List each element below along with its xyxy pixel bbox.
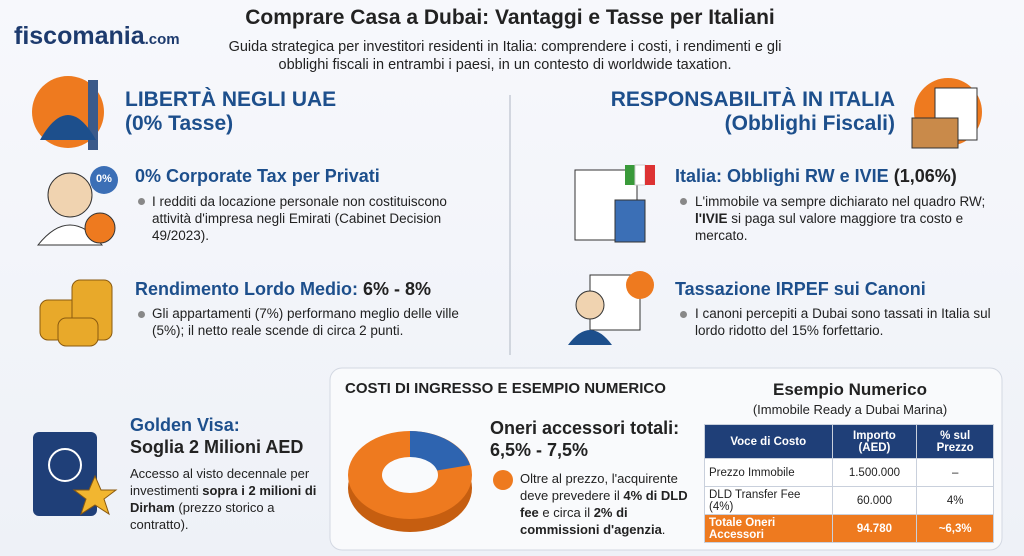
table-cell: 94.780: [831, 514, 918, 543]
star: [72, 474, 118, 516]
badge: [90, 166, 118, 194]
tower: [88, 80, 98, 150]
badge-text: 0%: [96, 173, 112, 185]
right-heading: RESPONSABILITÀ IN ITALIA (Obblighi Fiscal…: [560, 88, 895, 136]
costs-text: Oltre al prezzo, l'acquirente deve preve…: [520, 470, 690, 538]
costs-heading: COSTI DI INGRESSO E ESEMPIO NUMERICO: [345, 380, 666, 397]
text-bold: l'IVIE: [695, 211, 728, 226]
item-title: Tassazione IRPEF sui Canoni: [675, 279, 926, 299]
golden-text: Accesso al visto decennale per investime…: [130, 465, 330, 533]
example-title: Esempio Numerico: [773, 380, 927, 399]
oneri-title: 6,5% - 7,5%: [490, 440, 589, 460]
calculator: [614, 199, 646, 243]
table-cell: DLD Transfer Fee (4%): [704, 486, 833, 515]
heading-line: RESPONSABILITÀ IN ITALIA: [610, 88, 895, 111]
example-subtitle: (Immobile Ready a Dubai Marina): [752, 402, 948, 417]
golden-title: Golden Visa:: [130, 415, 240, 435]
text-part: e circa il: [538, 505, 594, 520]
logo: fiscomania.com: [14, 22, 180, 51]
colosseum: [911, 117, 959, 149]
text-bold: 2% di commissioni d'agenzia: [520, 505, 662, 537]
globe: [48, 448, 82, 482]
text-bold: 4% di DLD fee: [520, 488, 688, 520]
heading-line: LIBERTÀ NEGLI UAE: [125, 88, 337, 111]
coins: [39, 279, 113, 347]
person: [47, 172, 93, 218]
text-part: L'immobile va sempre dichiarato nel quad…: [695, 194, 986, 209]
table-cell: –: [916, 458, 994, 487]
text-part: .: [661, 522, 666, 537]
item-title: Rendimento Lordo Medio:: [135, 279, 363, 299]
body: [568, 330, 612, 345]
header-cell: Importo (AED): [831, 424, 918, 459]
item-text: I canoni percepiti a Dubai sono tassati …: [695, 306, 991, 338]
table-row: Totale Oneri Accessori 94.780 ~6,3%: [704, 514, 994, 543]
table-cell: 60.000: [831, 486, 918, 515]
item-title: (1,06%): [893, 166, 957, 186]
cost-table: Voce di Costo Importo (AED)% sul Prezzo Pr…: [704, 424, 994, 543]
coin-icon: [493, 470, 513, 490]
item-text: Gli appartamenti (7%) performano meglio …: [152, 306, 459, 338]
left-heading: LIBERTÀ NEGLI UAE (0% Tasse): [125, 88, 336, 136]
item-title: Italia: Obblighi RW e IVIE: [675, 166, 894, 186]
table-row: Prezzo Immobile 1.500.000–: [704, 458, 994, 487]
item-text: L'immobile va sempre dichiarato nel quad…: [695, 193, 995, 244]
text-part: Accesso al visto decennale per investime…: [130, 466, 310, 498]
table-cell: 1.500.000: [831, 458, 918, 487]
table-cell: Totale Oneri Accessori: [704, 514, 833, 543]
heading-line: (0% Tasse): [125, 112, 234, 135]
item-title: 0% Corporate Tax per Privati: [135, 166, 380, 186]
logo-name: fiscomania: [14, 22, 145, 50]
table-row: DLD Transfer Fee (4%) 60.000 4%: [704, 486, 994, 515]
text-part: (prezzo storico a contratto).: [130, 500, 275, 532]
euro: [626, 271, 654, 299]
person: [575, 290, 605, 320]
header-cell: % sul Prezzo: [916, 424, 994, 459]
text-part: si paga sul valore maggiore tra costo e …: [695, 211, 964, 243]
oneri-title: Oneri accessori totali:: [490, 418, 680, 438]
golden-title: Soglia 2 Milioni AED: [130, 437, 304, 457]
table-cell: 4%: [916, 486, 994, 515]
heading-line: (Obblighi Fiscali): [724, 112, 895, 135]
text-bold: sopra i 2 milioni di Dirham: [130, 483, 317, 515]
item-title: 6% - 8%: [362, 279, 432, 299]
money-bag: [84, 212, 116, 244]
title: Comprare Casa a Dubai: Vantaggi e Tasse …: [245, 6, 775, 29]
subtitle: Guida strategica per investitori residen…: [228, 39, 782, 73]
item-text: I redditi da locazione personale non cos…: [152, 194, 447, 243]
palm: [40, 115, 96, 140]
donut-hole: [382, 457, 438, 493]
header-row: Voce di Costo Importo (AED)% sul Prezzo: [704, 424, 994, 459]
header-cell: Voce di Costo: [704, 424, 833, 459]
flag: [625, 165, 635, 185]
text-part: Oltre al prezzo, l'acquirente deve preve…: [520, 471, 678, 503]
table-cell: ~6,3%: [916, 514, 994, 543]
logo-suffix: .com: [144, 31, 180, 48]
table-cell: Prezzo Immobile: [704, 458, 833, 487]
